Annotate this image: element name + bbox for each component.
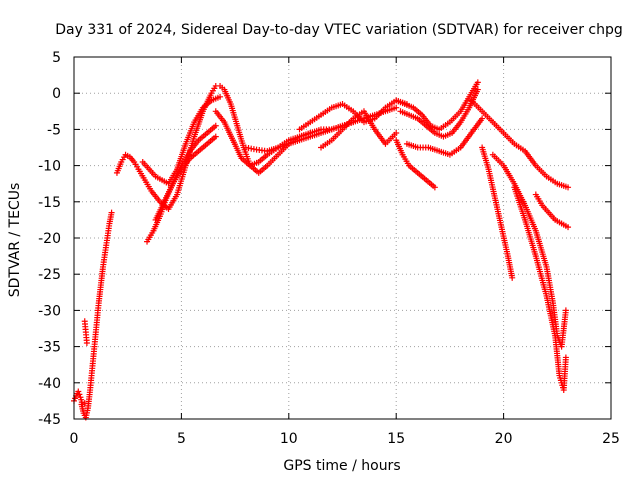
- data-point: [393, 130, 400, 137]
- series-arc-evening-b: [479, 144, 516, 281]
- series-arc-evening-a: [468, 97, 572, 191]
- data-point: [479, 115, 486, 122]
- data-point: [562, 354, 569, 361]
- data-point: [217, 93, 224, 100]
- chart-title: Day 331 of 2024, Sidereal Day-to-day VTE…: [55, 22, 623, 38]
- data-point: [76, 391, 83, 398]
- y-tick-label: -10: [38, 159, 61, 175]
- data-point: [212, 133, 219, 140]
- x-tick-label: 20: [495, 431, 513, 447]
- y-tick-label: -40: [38, 376, 61, 392]
- x-tick-label: 25: [602, 431, 620, 447]
- chart-tick-labels: 0 5 10 15 20 25 5 0 -5 -10 -15 -20 -25 -30 -35 -40 -45: [38, 50, 620, 447]
- data-point: [212, 122, 219, 129]
- y-tick-label: -45: [38, 412, 61, 428]
- series-arc-midday-b: [212, 108, 314, 169]
- data-point: [83, 339, 90, 346]
- series-arc-early-a: [71, 388, 88, 408]
- data-point: [474, 86, 481, 93]
- data-point: [393, 104, 400, 111]
- y-tick-label: 5: [52, 50, 61, 66]
- chart-marks: [71, 79, 572, 421]
- series-arc-early-b: [78, 209, 115, 421]
- x-tick-label: 5: [177, 431, 186, 447]
- data-point: [75, 388, 82, 395]
- data-point: [509, 274, 516, 281]
- data-point: [562, 307, 569, 314]
- data-point: [565, 224, 572, 231]
- y-tick-label: -30: [38, 303, 61, 319]
- x-tick-label: 0: [70, 431, 79, 447]
- data-point: [474, 79, 481, 86]
- x-tick-label: 10: [280, 431, 298, 447]
- data-point: [565, 184, 572, 191]
- y-tick-label: -20: [38, 231, 61, 247]
- series-arc-evening-d: [511, 184, 569, 394]
- series-arc-midday-e: [318, 108, 400, 151]
- chart-ticks: [73, 56, 612, 420]
- series-arc-evening-e: [532, 191, 572, 231]
- data-point: [108, 209, 115, 216]
- series-arc-afternoon-b: [397, 86, 481, 140]
- series-arc-early-c: [81, 318, 90, 346]
- series-arc-afternoon-d: [403, 115, 486, 158]
- x-axis-label: GPS time / hours: [283, 458, 400, 474]
- series-arc-afternoon-c: [393, 137, 438, 191]
- data-point: [431, 184, 438, 191]
- y-tick-label: -5: [47, 122, 61, 138]
- y-tick-label: -25: [38, 267, 61, 283]
- x-tick-label: 15: [387, 431, 405, 447]
- series-arc-morning-d: [152, 133, 219, 223]
- y-tick-label: -15: [38, 195, 61, 211]
- y-tick-label: -35: [38, 340, 61, 356]
- series-arc-afternoon-a: [393, 79, 481, 133]
- y-tick-label: 0: [52, 86, 61, 102]
- y-axis-label: SDTVAR / TECUs: [7, 183, 23, 298]
- series-arc-morning-b: [139, 93, 224, 187]
